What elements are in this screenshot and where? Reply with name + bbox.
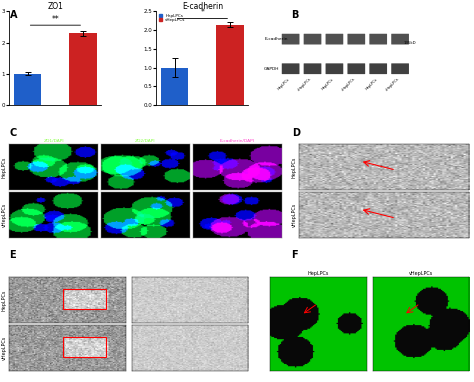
Text: B: B bbox=[292, 10, 299, 19]
Text: vHepLPCs: vHepLPCs bbox=[341, 77, 356, 92]
Y-axis label: HepLPCs: HepLPCs bbox=[2, 157, 7, 178]
Title: HepLPCs: HepLPCs bbox=[308, 271, 329, 276]
FancyBboxPatch shape bbox=[326, 63, 343, 74]
Title: ZO1/DAPI: ZO1/DAPI bbox=[43, 139, 64, 143]
FancyBboxPatch shape bbox=[391, 34, 409, 44]
Y-axis label: vHepLPCs: vHepLPCs bbox=[2, 203, 7, 227]
Y-axis label: vHepLPCs: vHepLPCs bbox=[2, 336, 7, 360]
Y-axis label: HepLPCs: HepLPCs bbox=[2, 289, 7, 311]
Legend: HepLPCs, vHepLPCs: HepLPCs, vHepLPCs bbox=[158, 13, 186, 23]
Text: HepLPCs: HepLPCs bbox=[320, 77, 335, 91]
Bar bbox=[69, 33, 97, 105]
FancyBboxPatch shape bbox=[304, 63, 321, 74]
FancyBboxPatch shape bbox=[347, 63, 365, 74]
Text: F: F bbox=[292, 250, 298, 260]
Title: ZO1: ZO1 bbox=[47, 2, 64, 11]
Y-axis label: vHepLPCs: vHepLPCs bbox=[292, 203, 296, 227]
Text: vHepLPCs: vHepLPCs bbox=[297, 77, 312, 92]
FancyBboxPatch shape bbox=[282, 34, 300, 44]
Title: E-cadherin/DAPI: E-cadherin/DAPI bbox=[220, 139, 255, 143]
Text: HepLPCs: HepLPCs bbox=[277, 77, 291, 91]
Title: E-cadherin: E-cadherin bbox=[182, 2, 223, 11]
Bar bbox=[63, 289, 106, 309]
Y-axis label: HepLPCs: HepLPCs bbox=[292, 156, 296, 178]
FancyBboxPatch shape bbox=[369, 63, 387, 74]
FancyBboxPatch shape bbox=[369, 34, 387, 44]
Bar bbox=[14, 74, 42, 105]
Text: HepLPCs: HepLPCs bbox=[365, 77, 378, 91]
FancyBboxPatch shape bbox=[282, 63, 300, 74]
Text: GAPDH: GAPDH bbox=[264, 67, 280, 71]
FancyBboxPatch shape bbox=[304, 34, 321, 44]
FancyBboxPatch shape bbox=[326, 34, 343, 44]
Title: ZO2/DAPI: ZO2/DAPI bbox=[135, 139, 156, 143]
Text: C: C bbox=[9, 128, 17, 138]
Text: *: * bbox=[201, 8, 204, 18]
Text: E-cadherin: E-cadherin bbox=[264, 37, 288, 41]
Bar bbox=[216, 24, 244, 105]
Text: D: D bbox=[292, 128, 301, 138]
Text: 135kD: 135kD bbox=[403, 41, 416, 45]
Title: vHepLPCs: vHepLPCs bbox=[409, 271, 433, 276]
Text: vHepLPCs: vHepLPCs bbox=[385, 77, 400, 92]
Text: **: ** bbox=[52, 15, 59, 24]
FancyBboxPatch shape bbox=[391, 63, 409, 74]
Bar bbox=[161, 68, 189, 105]
Text: E: E bbox=[9, 250, 16, 260]
FancyBboxPatch shape bbox=[347, 34, 365, 44]
Text: A: A bbox=[9, 10, 17, 19]
Bar bbox=[63, 337, 106, 356]
